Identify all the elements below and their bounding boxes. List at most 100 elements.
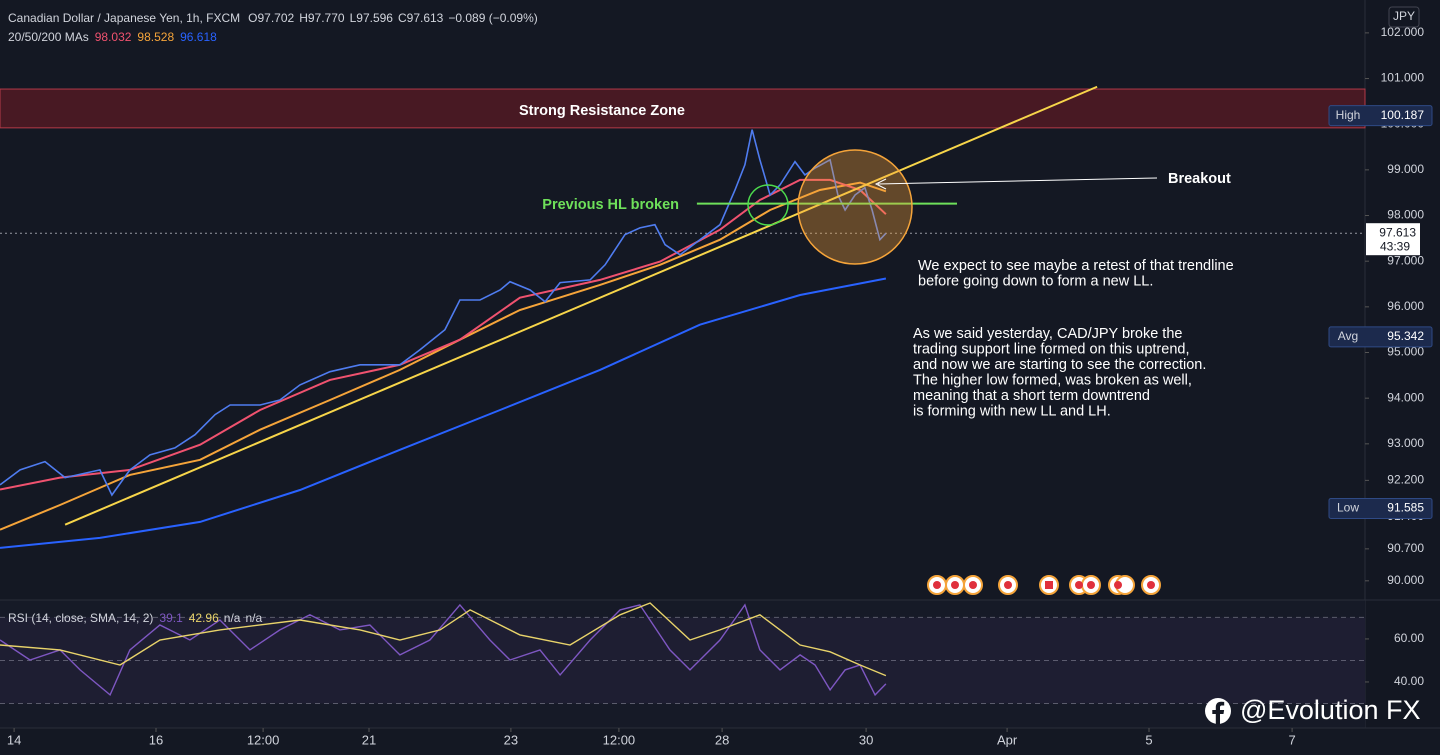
header: Canadian Dollar / Japanese Yen, 1h, FXCM…	[8, 11, 538, 25]
event-dot	[1004, 581, 1012, 589]
ohlc-value: 97.770	[308, 11, 345, 25]
event-dot	[933, 581, 941, 589]
rsi-fill	[0, 617, 1365, 704]
zone-label: Strong Resistance Zone	[519, 103, 685, 119]
ohlc-key: C	[398, 11, 407, 25]
focus-circle	[797, 149, 913, 265]
price-label-box	[1328, 497, 1433, 519]
series-line	[0, 178, 887, 491]
note-line: before going down to form a new LL.	[918, 273, 1153, 289]
y-tick-label: 99.000	[1387, 162, 1424, 176]
trendline	[64, 85, 1098, 526]
y-tick-label: 90.700	[1387, 541, 1424, 555]
series-line	[0, 181, 887, 531]
facebook-glyph	[1212, 701, 1225, 725]
rsi-legend: RSI (14, close, SMA, 14, 2) 39.1 42.96 n/a n…	[8, 611, 262, 625]
last-price-value: 97.613	[1379, 225, 1416, 239]
rsi-na: n/a	[224, 611, 241, 625]
rsi-sma: 42.96	[189, 611, 219, 625]
countdown: 43:39	[1380, 239, 1410, 253]
last-price-box	[1366, 223, 1420, 256]
note-line: As we said yesterday, CAD/JPY broke the	[913, 326, 1182, 342]
ohlc-key: H	[299, 11, 308, 25]
event-dot	[1045, 581, 1053, 589]
note-line: The higher low formed, was broken as wel…	[913, 372, 1192, 388]
price-label-name: Low	[1337, 501, 1359, 515]
x-tick-label: 12:00	[603, 732, 636, 747]
rsi-name: RSI (14, close, SMA, 14, 2)	[8, 611, 153, 625]
rsi-panel	[0, 600, 1365, 728]
hl-label: Previous HL broken	[542, 197, 679, 213]
x-tick-label: 28	[715, 732, 729, 747]
ohlc-key: L	[350, 11, 357, 25]
event-dot	[1087, 581, 1095, 589]
price-label-box	[1328, 326, 1433, 348]
ma-value: 98.032	[95, 30, 132, 44]
price-label-value: 100.187	[1381, 108, 1425, 122]
ma-value: 96.618	[180, 30, 217, 44]
event-dot	[951, 581, 959, 589]
x-tick-label: 7	[1288, 732, 1295, 747]
series-line	[0, 277, 887, 549]
x-tick-label: 23	[504, 732, 518, 747]
ohlc-key: O	[248, 11, 257, 25]
ma-legend: 20/50/200 MAs 98.032 98.528 96.618	[8, 30, 217, 44]
rsi-tick-label: 40.00	[1394, 674, 1424, 688]
rsi-value: 39.1	[159, 611, 183, 625]
note-line: trading support line formed on this uptr…	[913, 341, 1189, 357]
y-tick-label: 101.000	[1381, 71, 1425, 85]
watermark: @Evolution FX	[1240, 695, 1420, 725]
y-tick-label: 98.000	[1387, 208, 1424, 222]
price-label-name: High	[1336, 108, 1361, 122]
symbol: Canadian Dollar / Japanese Yen, 1h, FXCM	[8, 11, 240, 25]
series-line	[0, 603, 887, 697]
currency-box	[1388, 6, 1420, 28]
event-dot	[969, 581, 977, 589]
arrow-head	[874, 178, 887, 190]
ohlc-value: 97.596	[356, 11, 393, 25]
x-tick-label: 14	[7, 732, 21, 747]
currency: JPY	[1393, 9, 1415, 23]
y-tick-label: 96.000	[1387, 299, 1424, 313]
series-line	[0, 129, 887, 497]
y-tick-label: 92.200	[1387, 473, 1424, 487]
x-tick-label: 21	[362, 732, 376, 747]
rsi-na: n/a	[245, 611, 262, 625]
change: −0.089 (−0.09%)	[448, 11, 537, 25]
resistance-zone	[0, 88, 1366, 129]
x-tick-label: 5	[1145, 732, 1152, 747]
price-label-value: 91.585	[1387, 501, 1424, 515]
x-tick-label: Apr	[997, 732, 1018, 747]
y-tick-label: 93.000	[1387, 436, 1424, 450]
series-line	[0, 602, 887, 677]
plot: Strong Resistance Zone 102.000 101.000 100.…	[0, 6, 1433, 747]
note-line: is forming with new LL and LH.	[913, 403, 1111, 419]
breakout-label: Breakout	[1168, 171, 1231, 187]
ma-label: 20/50/200 MAs	[8, 30, 89, 44]
ma-value: 98.528	[137, 30, 174, 44]
x-tick-label: 16	[149, 732, 163, 747]
price-label-box	[1328, 105, 1433, 127]
note-line: meaning that a short term downtrend	[913, 388, 1150, 404]
rsi-tick-label: 60.00	[1394, 631, 1424, 645]
note-line: We expect to see maybe a retest of that …	[918, 258, 1234, 274]
breakout-arrow	[877, 177, 1158, 185]
x-tick-label: 12:00	[247, 732, 280, 747]
ohlc-value: 97.613	[407, 11, 444, 25]
event-dot	[1147, 581, 1155, 589]
price-label-value: 95.342	[1387, 329, 1424, 343]
y-tick-label: 97.000	[1387, 253, 1424, 267]
y-tick-label: 94.000	[1387, 390, 1424, 404]
event-dot	[1114, 581, 1122, 589]
y-tick-label: 90.000	[1387, 573, 1424, 587]
ohlc-value: 97.702	[258, 11, 295, 25]
x-tick-label: 30	[859, 732, 873, 747]
y-tick-label: 102.000	[1381, 25, 1425, 39]
event-dot	[1075, 581, 1083, 589]
hl-circle	[747, 184, 789, 226]
y-tick-label: 95.000	[1387, 345, 1424, 359]
event-icons	[927, 575, 1161, 595]
note-line: and now we are starting to see the corre…	[913, 357, 1206, 373]
price-label-name: Avg	[1338, 329, 1358, 343]
